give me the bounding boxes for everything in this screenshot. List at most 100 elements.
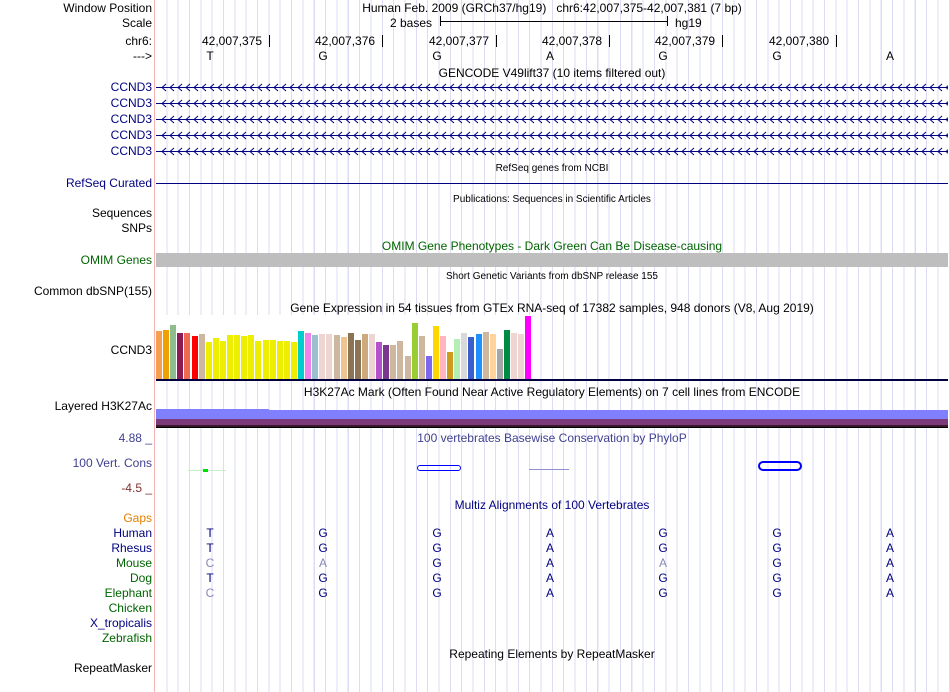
gencode-item-label[interactable]: CCND3 bbox=[110, 144, 152, 158]
gtex-bar[interactable] bbox=[340, 337, 347, 379]
gtex-bar[interactable] bbox=[525, 316, 532, 379]
dbsnp-label[interactable]: Common dbSNP(155) bbox=[33, 284, 152, 298]
gtex-bar[interactable] bbox=[425, 356, 432, 379]
species-label[interactable]: Rhesus bbox=[111, 541, 152, 555]
gtex-bar[interactable] bbox=[298, 331, 304, 379]
gtex-bar[interactable] bbox=[170, 325, 177, 379]
gtex-bar[interactable] bbox=[305, 333, 312, 379]
gtex-bar[interactable] bbox=[191, 336, 198, 379]
gtex-bar[interactable] bbox=[376, 342, 383, 379]
gtex-bar[interactable] bbox=[255, 341, 262, 379]
gtex-bar[interactable] bbox=[397, 341, 404, 379]
gtex-bar[interactable] bbox=[390, 345, 397, 379]
gencode-item-label[interactable]: CCND3 bbox=[110, 112, 152, 126]
gencode-item-label[interactable]: CCND3 bbox=[110, 80, 152, 94]
gtex-bar[interactable] bbox=[432, 326, 439, 379]
reference-base: A bbox=[545, 49, 555, 63]
gtex-bar[interactable] bbox=[312, 335, 319, 379]
aligned-base: G bbox=[772, 586, 782, 600]
gtex-bar[interactable] bbox=[503, 330, 510, 379]
gtex-bar[interactable] bbox=[184, 333, 191, 379]
gtex-bar[interactable] bbox=[205, 342, 212, 379]
gtex-bar[interactable] bbox=[262, 340, 269, 379]
gtex-bar[interactable] bbox=[326, 334, 333, 379]
aligned-base: T bbox=[206, 541, 214, 555]
gtex-bar[interactable] bbox=[276, 341, 283, 379]
omim-label[interactable]: OMIM Genes bbox=[80, 253, 152, 267]
gencode-item-label[interactable]: CCND3 bbox=[110, 96, 152, 110]
sequences-label[interactable]: Sequences bbox=[91, 206, 152, 220]
gtex-bar[interactable] bbox=[411, 323, 418, 379]
gencode-transcript[interactable] bbox=[156, 146, 950, 156]
gtex-bar[interactable] bbox=[248, 335, 255, 379]
refseq-label[interactable]: RefSeq Curated bbox=[65, 176, 152, 190]
strand-label[interactable]: ---> bbox=[133, 49, 152, 63]
gtex-bar[interactable] bbox=[212, 338, 219, 379]
gtex-bar[interactable] bbox=[496, 349, 503, 379]
gtex-bar[interactable] bbox=[283, 341, 290, 379]
gtex-bar[interactable] bbox=[418, 336, 425, 379]
reference-base: A bbox=[885, 49, 895, 63]
gtex-bar[interactable] bbox=[163, 330, 170, 379]
gtex-bar[interactable] bbox=[383, 345, 390, 379]
species-label[interactable]: Zebrafish bbox=[101, 631, 152, 645]
gtex-bar[interactable] bbox=[234, 335, 241, 379]
species-label[interactable]: Chicken bbox=[108, 601, 152, 615]
species-label[interactable]: Human bbox=[113, 526, 152, 540]
gtex-bar[interactable] bbox=[347, 333, 354, 379]
aligned-base: A bbox=[885, 556, 895, 570]
repeatmasker-title: Repeating Elements by RepeatMasker bbox=[449, 647, 655, 661]
gencode-transcript[interactable] bbox=[156, 82, 950, 92]
gtex-bar[interactable] bbox=[290, 342, 297, 379]
h3k27ac-label[interactable]: Layered H3K27Ac bbox=[54, 399, 152, 413]
gtex-bar[interactable] bbox=[241, 336, 248, 379]
gtex-bar[interactable] bbox=[461, 333, 468, 379]
gtex-bar[interactable] bbox=[489, 334, 496, 379]
gtex-bar[interactable] bbox=[269, 340, 276, 379]
gtex-bar[interactable] bbox=[454, 339, 461, 379]
gencode-transcript[interactable] bbox=[156, 98, 950, 108]
gtex-bar[interactable] bbox=[447, 352, 454, 379]
gtex-bar[interactable] bbox=[156, 331, 162, 379]
gtex-bar[interactable] bbox=[177, 333, 184, 379]
species-label[interactable]: Mouse bbox=[115, 556, 152, 570]
aligned-base: A bbox=[545, 556, 555, 570]
gtex-bar[interactable] bbox=[369, 334, 375, 379]
refseq-line[interactable] bbox=[156, 183, 948, 184]
phylop-label[interactable]: 100 Vert. Cons bbox=[72, 456, 152, 470]
species-label[interactable]: Elephant bbox=[104, 586, 152, 600]
gencode-item-label[interactable]: CCND3 bbox=[110, 128, 152, 142]
gaps-label[interactable]: Gaps bbox=[123, 511, 152, 525]
repeatmasker-label[interactable]: RepeatMasker bbox=[73, 661, 152, 675]
gtex-bar[interactable] bbox=[440, 336, 446, 379]
aligned-base: G bbox=[432, 526, 442, 540]
snps-label[interactable]: SNPs bbox=[121, 221, 152, 235]
aligned-base: G bbox=[658, 586, 668, 600]
species-label[interactable]: Dog bbox=[129, 571, 152, 585]
gencode-transcript[interactable] bbox=[156, 130, 950, 140]
gtex-bar[interactable] bbox=[511, 333, 517, 379]
species-label[interactable]: X_tropicalis bbox=[89, 616, 152, 630]
gtex-bar-chart[interactable] bbox=[156, 315, 540, 379]
gtex-bar[interactable] bbox=[518, 334, 525, 379]
gtex-bar[interactable] bbox=[404, 356, 411, 379]
aligned-base: A bbox=[885, 541, 895, 555]
gencode-transcript[interactable] bbox=[156, 114, 950, 124]
aligned-base: G bbox=[318, 541, 328, 555]
gtex-label[interactable]: CCND3 bbox=[110, 343, 152, 357]
aligned-base: A bbox=[545, 571, 555, 585]
gtex-bar[interactable] bbox=[354, 340, 361, 379]
gtex-bar[interactable] bbox=[319, 334, 326, 379]
gtex-bar[interactable] bbox=[361, 334, 368, 379]
gtex-bar[interactable] bbox=[227, 335, 233, 379]
gtex-bar[interactable] bbox=[468, 337, 475, 379]
omim-gene-bar[interactable] bbox=[156, 253, 948, 267]
publications-title: Publications: Sequences in Scientific Ar… bbox=[453, 194, 651, 205]
gtex-bar[interactable] bbox=[475, 334, 482, 379]
h3k27ac-signal[interactable] bbox=[156, 409, 948, 428]
gtex-bar[interactable] bbox=[333, 335, 340, 379]
gtex-bar[interactable] bbox=[482, 332, 489, 379]
gtex-bar[interactable] bbox=[219, 341, 226, 379]
gtex-bar[interactable] bbox=[198, 334, 205, 379]
label-separator[interactable] bbox=[154, 0, 155, 692]
